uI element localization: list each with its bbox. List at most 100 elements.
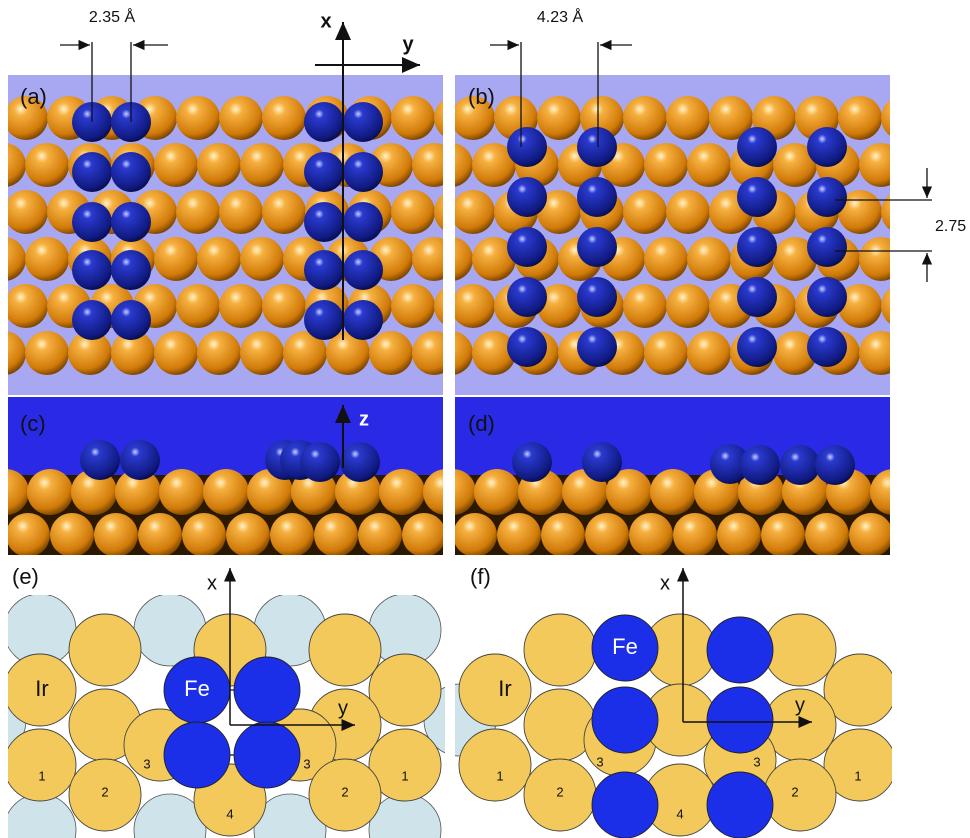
atom-label: Fe (612, 634, 638, 659)
ir-atom (8, 143, 26, 187)
ir-atom (27, 469, 73, 515)
fe-atom (111, 202, 151, 242)
fe-atom (343, 202, 383, 242)
fe-atom (780, 445, 820, 485)
ir-atom (391, 96, 435, 140)
ir-atom (472, 237, 516, 281)
ir-atom (434, 194, 443, 230)
row-number: 1 (496, 768, 503, 783)
ir-atom (537, 96, 581, 140)
ir-atom (219, 96, 263, 140)
fe-atom (577, 327, 617, 367)
ir-atom (68, 613, 142, 687)
ir-atom (412, 331, 443, 375)
fe-atom (807, 227, 847, 267)
ir-atom (138, 513, 182, 555)
atoms (0, 75, 960, 838)
ir-atom (687, 237, 731, 281)
panel (0, 75, 443, 395)
ir-atom (368, 728, 442, 802)
ir-atom (881, 288, 890, 324)
fe-atom (343, 152, 383, 192)
fe-atom (304, 152, 344, 192)
ir-atom (0, 284, 5, 328)
ir-atom (763, 613, 837, 687)
fe-atom (507, 327, 547, 367)
distance-label: 2.35 Å (89, 7, 136, 26)
ir-atom (666, 96, 710, 140)
ir-atom (335, 469, 381, 515)
ir-atom (623, 190, 667, 234)
substrate-atom (253, 793, 327, 838)
ir-atom (497, 513, 541, 555)
ir-atom (773, 331, 817, 375)
ir-atom (472, 143, 516, 187)
ir-atom (859, 237, 890, 281)
panel-label: (d) (468, 411, 495, 436)
ir-atom (368, 653, 442, 727)
axis-label: x (207, 572, 217, 594)
ir-atom (823, 653, 892, 727)
ir-atom (154, 143, 198, 187)
ir-atom (176, 96, 220, 140)
ir-atom (644, 143, 688, 187)
ir-atom (455, 284, 495, 328)
fe-atom (233, 656, 301, 724)
ir-atom (68, 331, 112, 375)
fe-atom (706, 686, 774, 754)
ir-atom (902, 237, 946, 281)
axis-label: y (795, 694, 805, 716)
ir-atom (8, 237, 26, 281)
distance-label: 4.23 Å (537, 7, 584, 26)
fe-atom (740, 445, 780, 485)
row-number: 2 (556, 784, 563, 799)
panel (455, 613, 892, 838)
panel (455, 75, 946, 395)
ir-atom (226, 513, 270, 555)
ir-atom (159, 469, 205, 515)
row-number: 2 (791, 784, 798, 799)
fe-atom (577, 177, 617, 217)
ir-atom (262, 190, 306, 234)
ir-atom (902, 143, 946, 187)
row-number: 1 (38, 768, 45, 783)
fe-atom (72, 152, 112, 192)
fe-atom (582, 442, 622, 482)
ir-atom (240, 143, 284, 187)
fe-atom (80, 440, 120, 480)
ir-atom (472, 331, 516, 375)
fe-atom (507, 127, 547, 167)
row-number: 3 (596, 754, 603, 769)
fe-atom (233, 721, 301, 789)
ir-atom (902, 331, 946, 375)
atom-label: Ir (35, 676, 48, 701)
fe-atom (111, 152, 151, 192)
fe-atom (72, 202, 112, 242)
ir-atom (455, 469, 476, 515)
ir-atom (629, 513, 673, 555)
fe-atom (807, 177, 847, 217)
ir-atom (369, 331, 413, 375)
ir-atom (8, 331, 26, 375)
fe-atom (591, 686, 659, 754)
ir-atom (838, 284, 882, 328)
ir-atom (687, 143, 731, 187)
ir-atom (197, 237, 241, 281)
ir-atom (914, 469, 960, 515)
ir-atom (823, 728, 892, 802)
ir-atom (455, 190, 495, 234)
distance-label: 2.75 Å (935, 216, 970, 235)
ir-atom (673, 513, 717, 555)
ir-atom (859, 143, 890, 187)
panel (8, 595, 445, 838)
fe-atom (120, 440, 160, 480)
axis-label: y (402, 33, 414, 55)
fe-atom (710, 444, 750, 484)
ir-atom (219, 190, 263, 234)
ir-atom (262, 96, 306, 140)
row-number: 3 (303, 756, 310, 771)
fe-atom (577, 277, 617, 317)
row-number: 3 (753, 754, 760, 769)
fe-atom (706, 616, 774, 684)
ir-atom (270, 513, 314, 555)
